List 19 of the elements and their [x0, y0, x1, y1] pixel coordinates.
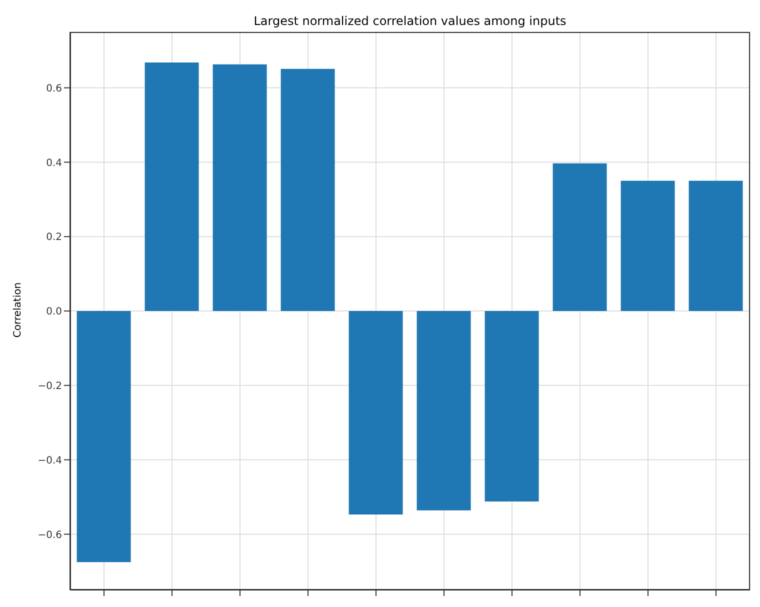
bar	[280, 68, 335, 311]
y-axis-title: Correlation	[12, 282, 24, 338]
bar	[76, 311, 131, 562]
bar	[348, 311, 403, 514]
bar	[552, 163, 607, 311]
bar	[144, 62, 199, 311]
y-tick-label: −0.6	[38, 530, 62, 541]
y-tick-label: −0.4	[38, 455, 62, 466]
chart-title: Largest normalized correlation values among inputs	[252, 14, 568, 28]
y-tick-label: −0.2	[38, 380, 62, 392]
y-tick-label: 0.4	[46, 158, 62, 169]
bar	[212, 64, 267, 311]
bar	[416, 311, 471, 510]
y-tick-label: 0.0	[46, 306, 62, 318]
y-tick-label: 0.6	[46, 83, 62, 94]
y-tick-label: 0.2	[46, 232, 62, 244]
bar	[484, 311, 539, 502]
bar	[688, 180, 743, 311]
bar	[620, 180, 675, 311]
